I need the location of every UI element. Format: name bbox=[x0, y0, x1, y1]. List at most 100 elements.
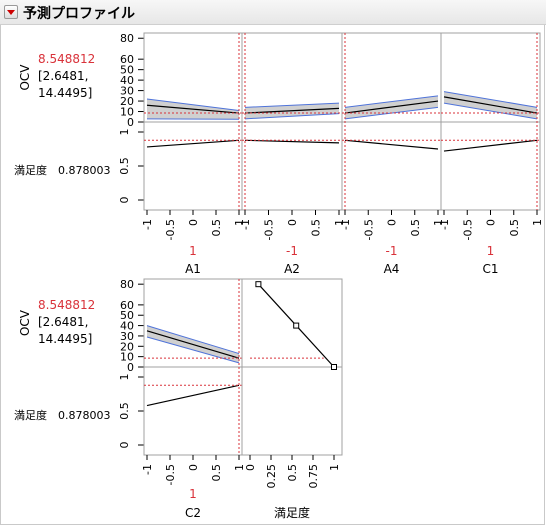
desir-x-tick-label-0: 0 bbox=[244, 464, 257, 471]
desir-panel-A2 bbox=[241, 121, 343, 211]
x-tick-label-C1-1: -0.5 bbox=[461, 219, 474, 240]
factor-name-A1: A1 bbox=[185, 262, 201, 276]
x-tick-label-A2-3: 0.5 bbox=[310, 219, 323, 237]
ocv-trace-C1 bbox=[443, 96, 538, 114]
ocv-ci-high-2: 14.4495] bbox=[38, 332, 92, 346]
ocv-label-1: OCV bbox=[18, 64, 32, 91]
ocv-tick-label-2-7: 0 bbox=[127, 361, 134, 374]
x-tick-label-A1-1: -0.5 bbox=[164, 219, 177, 240]
desir-trace-A2 bbox=[244, 139, 340, 144]
ci-upper-C1 bbox=[443, 91, 538, 108]
profiler-header: 予測プロファイル bbox=[0, 0, 546, 25]
x-tick-label-C2-1: -0.5 bbox=[164, 464, 177, 485]
x-tick-label-A2-0: -1 bbox=[239, 219, 252, 230]
desir-tick-label-2-2: 0 bbox=[118, 442, 131, 449]
desir-x-tick-label-2: 0.5 bbox=[286, 464, 299, 482]
ocv-tick-label-1-7: 0 bbox=[127, 116, 134, 129]
ocv-tick-label-2-3: 40 bbox=[120, 320, 134, 333]
x-tick-label-C2-4: 1 bbox=[233, 464, 246, 471]
ocv-value-2: 8.548812 bbox=[38, 298, 95, 312]
ocv-trace-A1 bbox=[146, 104, 240, 114]
ocv-tick-label-2-6: 10 bbox=[120, 351, 134, 364]
ocv-tick-label-2-1: 60 bbox=[120, 299, 134, 312]
desirability-value-2: 0.878003 bbox=[58, 409, 111, 422]
x-tick-label-A1-3: 0.5 bbox=[210, 219, 223, 237]
ocv-tick-label-1-4: 30 bbox=[120, 85, 134, 98]
ocv-label-2: OCV bbox=[18, 309, 32, 336]
x-tick-label-A4-4: 1 bbox=[432, 219, 445, 226]
desirability-handle-0 bbox=[255, 281, 262, 288]
factor-name-C2: C2 bbox=[185, 506, 201, 520]
ocv-ci-low-1: [2.6481, bbox=[38, 69, 88, 83]
desir-panel-C2 bbox=[143, 366, 243, 456]
factor-value-C2: 1 bbox=[189, 487, 197, 501]
desir-tick-label-1-0: 1 bbox=[118, 129, 131, 136]
x-tick-label-A2-2: 0 bbox=[286, 219, 299, 226]
ocv-tick-label-2-0: 80 bbox=[120, 278, 134, 291]
x-tick-label-C1-2: 0 bbox=[485, 219, 498, 226]
desir-panel-C1 bbox=[440, 121, 541, 211]
x-tick-label-A2-4: 1 bbox=[333, 219, 346, 226]
ci-lower-C2 bbox=[146, 336, 240, 364]
ocv-tick-label-2-5: 20 bbox=[120, 340, 134, 353]
ocv-ci-high-1: 14.4495] bbox=[38, 86, 92, 100]
ci-lower-A2 bbox=[244, 113, 340, 120]
ci-upper-A4 bbox=[344, 95, 439, 108]
x-tick-label-C2-0: -1 bbox=[141, 464, 154, 475]
factor-value-A1: 1 bbox=[189, 244, 197, 258]
ocv-tick-label-1-5: 20 bbox=[120, 95, 134, 108]
ocv-ci-low-2: [2.6481, bbox=[38, 315, 88, 329]
desirability-handle-1 bbox=[293, 322, 300, 329]
profiler-title: 予測プロファイル bbox=[23, 6, 135, 22]
factor-value-C1: 1 bbox=[487, 244, 495, 258]
ocv-trace-C2 bbox=[146, 330, 240, 359]
ocv-trace-A4 bbox=[344, 100, 439, 114]
ci-upper-C2 bbox=[146, 325, 240, 355]
desir-trace-C1 bbox=[443, 139, 538, 152]
desirability-value-1: 0.878003 bbox=[58, 164, 111, 177]
ocv-tick-label-1-0: 80 bbox=[120, 32, 134, 45]
factor-value-A4: -1 bbox=[386, 244, 398, 258]
desirability-function-panel bbox=[241, 278, 343, 368]
desirability-label-2: 満足度 bbox=[14, 408, 47, 422]
ocv-tick-label-1-6: 10 bbox=[120, 106, 134, 119]
x-tick-label-A4-2: 0 bbox=[386, 219, 399, 226]
x-tick-label-A1-0: -1 bbox=[141, 219, 154, 230]
factor-value-A2: -1 bbox=[286, 244, 298, 258]
ocv-value-1: 8.548812 bbox=[38, 52, 95, 66]
desir-trace-A4 bbox=[344, 139, 439, 150]
x-tick-label-C1-0: -1 bbox=[438, 219, 451, 230]
ocv-tick-label-2-2: 50 bbox=[120, 309, 134, 322]
collapse-menu-button[interactable] bbox=[4, 5, 18, 19]
desir-tick-label-1-1: 0.5 bbox=[118, 157, 131, 175]
x-tick-label-A2-1: -0.5 bbox=[263, 219, 276, 240]
desir-x-tick-label-1: 0.25 bbox=[265, 464, 278, 489]
desir-panel-A4 bbox=[341, 121, 442, 211]
red-triangle-icon bbox=[7, 10, 15, 15]
x-tick-label-A4-3: 0.5 bbox=[409, 219, 422, 237]
x-tick-label-C2-2: 0 bbox=[187, 464, 200, 471]
ocv-trace-A2 bbox=[244, 107, 340, 114]
x-tick-label-A1-4: 1 bbox=[233, 219, 246, 226]
x-tick-label-A4-1: -0.5 bbox=[362, 219, 375, 240]
desir-trace-A1 bbox=[146, 139, 240, 148]
desir-tick-label-2-0: 1 bbox=[118, 374, 131, 381]
x-tick-label-C2-3: 0.5 bbox=[210, 464, 223, 482]
factor-name-C1: C1 bbox=[482, 262, 498, 276]
desir-trace-C2 bbox=[146, 384, 240, 407]
ci-upper-A1 bbox=[146, 98, 240, 111]
x-tick-label-C1-3: 0.5 bbox=[508, 219, 521, 237]
ocv-tick-label-1-1: 60 bbox=[120, 53, 134, 66]
desir-x-tick-label-3: 0.75 bbox=[307, 464, 320, 489]
desir-panel-A1 bbox=[143, 121, 243, 211]
factor-name-A4: A4 bbox=[384, 262, 400, 276]
desirability-axis-name: 満足度 bbox=[274, 505, 310, 520]
factor-name-A2: A2 bbox=[284, 262, 300, 276]
desir-tick-label-2-1: 0.5 bbox=[118, 402, 131, 420]
ocv-tick-label-1-2: 50 bbox=[120, 64, 134, 77]
x-tick-label-A1-2: 0 bbox=[187, 219, 200, 226]
desirability-empty-panel bbox=[241, 366, 343, 456]
desir-tick-label-1-2: 0 bbox=[118, 197, 131, 204]
